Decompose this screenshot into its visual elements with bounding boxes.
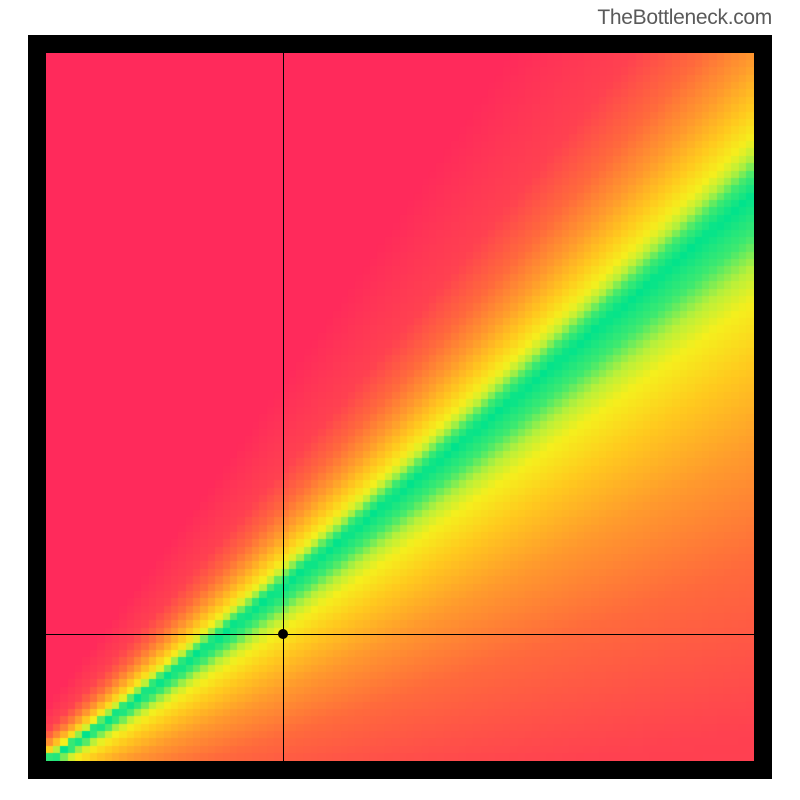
plot-area	[46, 53, 754, 761]
watermark-text: TheBottleneck.com	[597, 6, 772, 30]
crosshair-vertical	[283, 53, 284, 761]
heatmap-canvas	[46, 53, 754, 761]
data-point-marker	[278, 629, 288, 639]
chart-container: TheBottleneck.com	[0, 0, 800, 800]
crosshair-horizontal	[46, 634, 754, 635]
plot-frame	[28, 35, 772, 779]
